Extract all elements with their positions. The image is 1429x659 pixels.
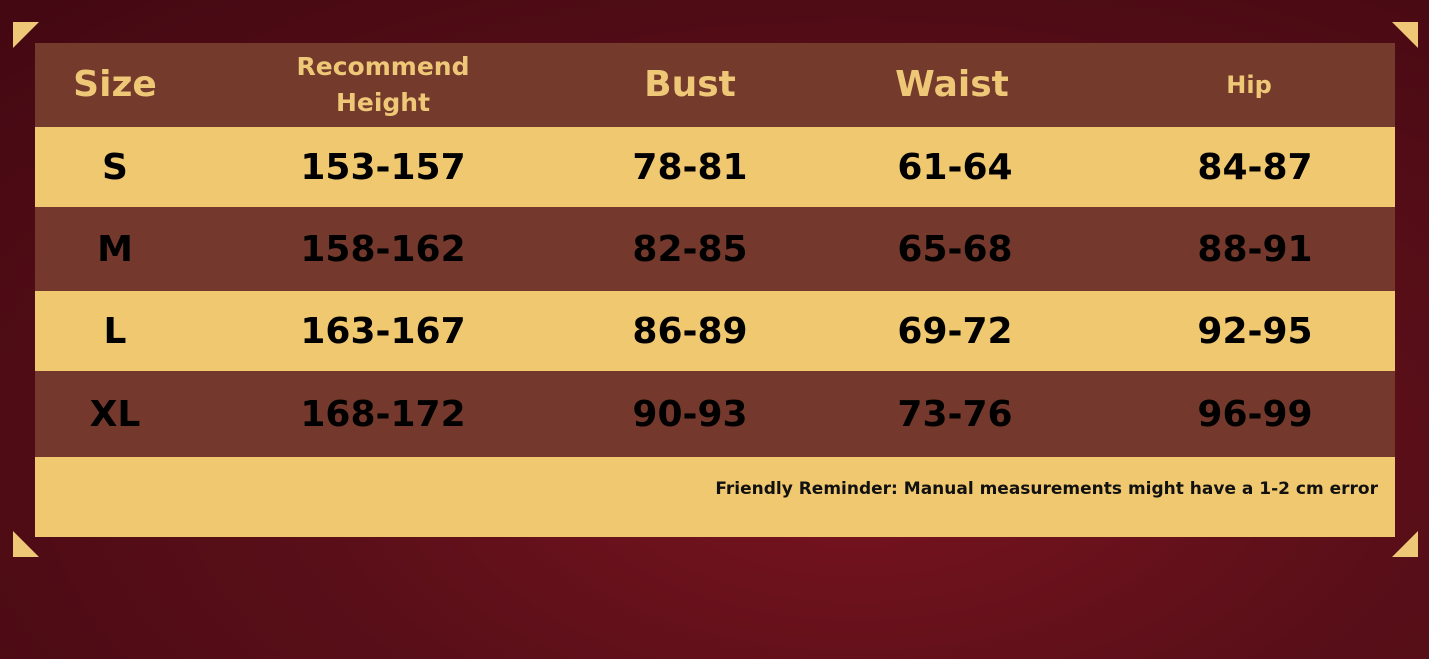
cell-waist: 69-72 <box>897 310 1013 352</box>
cell-waist: 61-64 <box>897 146 1013 188</box>
cell-waist: 65-68 <box>897 228 1013 270</box>
header-waist: Waist <box>895 64 1009 105</box>
cell-height: 153-157 <box>300 146 466 188</box>
table-row: M 158-162 82-85 65-68 88-91 <box>35 207 1395 291</box>
table-footer: Friendly Reminder: Manual measurements m… <box>35 457 1395 537</box>
cell-height: 168-172 <box>300 393 466 435</box>
cell-bust: 78-81 <box>632 146 748 188</box>
table-row: S 153-157 78-81 61-64 84-87 <box>35 127 1395 207</box>
footer-note: Friendly Reminder: Manual measurements m… <box>715 479 1378 499</box>
cell-bust: 86-89 <box>632 310 748 352</box>
cell-size: M <box>97 228 133 270</box>
table-row: L 163-167 86-89 69-72 92-95 <box>35 291 1395 371</box>
cell-size: S <box>102 146 128 188</box>
header-hip: Hip <box>1226 71 1272 99</box>
cell-size: XL <box>89 393 141 435</box>
table-header: Size Recommend Height Bust Waist Hip <box>35 43 1395 127</box>
cell-waist: 73-76 <box>897 393 1013 435</box>
corner-decoration <box>13 531 39 557</box>
corner-decoration <box>13 22 39 48</box>
cell-height: 158-162 <box>300 228 466 270</box>
cell-hip: 84-87 <box>1197 146 1313 188</box>
cell-size: L <box>103 310 127 352</box>
corner-decoration <box>1392 531 1418 557</box>
header-height: Recommend Height <box>296 52 470 117</box>
cell-bust: 82-85 <box>632 228 748 270</box>
header-size: Size <box>73 64 157 105</box>
corner-decoration <box>1392 22 1418 48</box>
size-chart-table: Size Recommend Height Bust Waist Hip S 15… <box>35 43 1395 537</box>
cell-hip: 88-91 <box>1197 228 1313 270</box>
cell-hip: 92-95 <box>1197 310 1313 352</box>
header-bust: Bust <box>644 64 736 105</box>
cell-height: 163-167 <box>300 310 466 352</box>
cell-bust: 90-93 <box>632 393 748 435</box>
table-row: XL 168-172 90-93 73-76 96-99 <box>35 371 1395 457</box>
cell-hip: 96-99 <box>1197 393 1313 435</box>
